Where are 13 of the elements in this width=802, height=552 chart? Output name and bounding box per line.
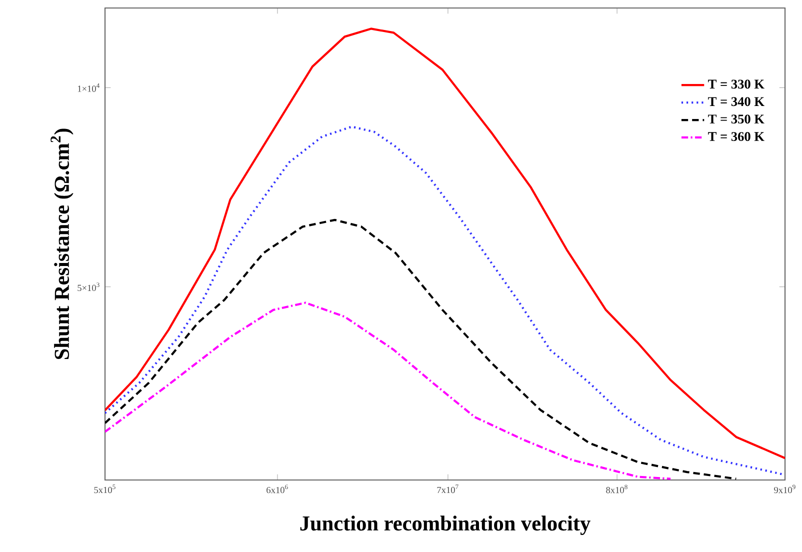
x-tick-label: 8x10$^{8}$ (606, 484, 628, 494)
y-tick-label: 5×10$^{3}$ (78, 282, 100, 292)
legend-label: T = 340 K (708, 97, 764, 106)
x-tick-label: 5x10$^{5}$ (94, 484, 116, 494)
y-tick-label: 1×10$^{4}$ (78, 83, 100, 92)
legend-label: T = 360 K (708, 132, 764, 142)
y-axis-title: Shunt Resistance (Ω.cm$^{2}$) (50, 128, 74, 360)
legend-label: T = 350 K (708, 114, 764, 124)
legend-label: T = 330 K (708, 80, 764, 89)
x-tick-label: 6x10$^{6}$ (266, 484, 288, 494)
x-tick-label: 7x10$^{7}$ (437, 484, 458, 494)
x-tick-label: 9x10$^{9}$ (774, 484, 796, 494)
x-axis-title: Junction recombination velocity (300, 516, 590, 535)
